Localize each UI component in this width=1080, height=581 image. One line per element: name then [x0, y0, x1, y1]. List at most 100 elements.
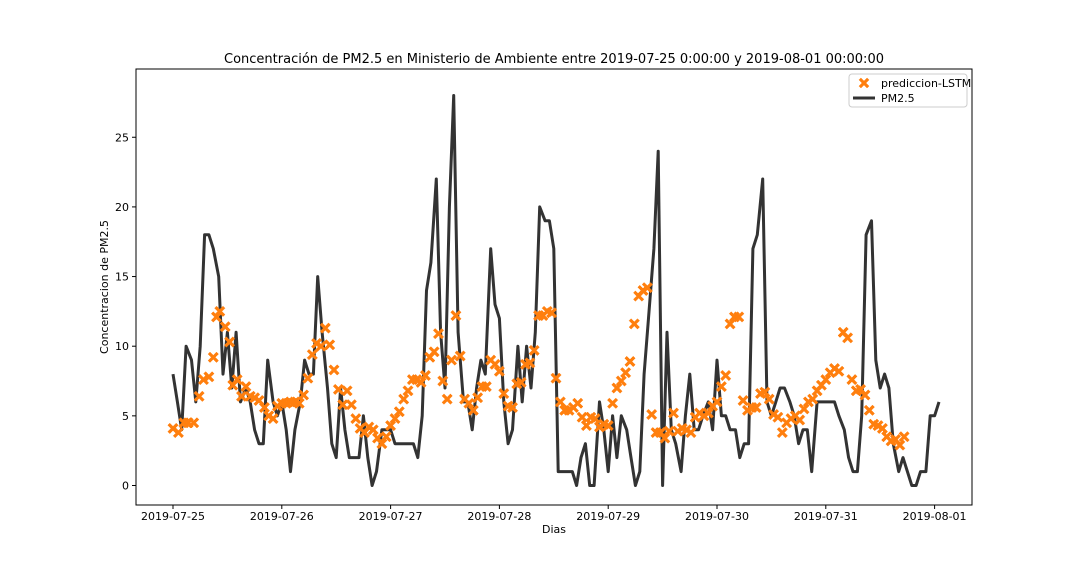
data-point-prediccion: [319, 322, 331, 334]
data-point-prediccion: [402, 385, 414, 397]
data-point-prediccion: [615, 375, 627, 387]
y-tick-label: 5: [122, 410, 129, 423]
data-point-prediccion: [876, 422, 888, 434]
data-point-prediccion: [498, 388, 510, 400]
data-point-prediccion: [302, 372, 314, 384]
data-point-prediccion: [240, 381, 252, 393]
data-point-prediccion: [702, 407, 714, 419]
data-point-prediccion: [580, 420, 592, 432]
data-point-prediccion: [572, 397, 584, 409]
data-point-prediccion: [863, 404, 875, 416]
y-tick-label: 0: [122, 479, 129, 492]
data-point-prediccion: [306, 349, 318, 361]
data-point-prediccion: [620, 367, 632, 379]
data-point-prediccion: [367, 424, 379, 436]
data-point-prediccion: [197, 374, 210, 386]
x-tick-label: 2019-07-28: [467, 510, 531, 523]
data-point-prediccion: [214, 305, 226, 317]
data-point-prediccion: [842, 332, 854, 344]
data-point-prediccion: [794, 414, 806, 426]
data-point-prediccion: [776, 427, 788, 439]
axes-frame: [135, 68, 973, 506]
data-point-prediccion: [528, 344, 540, 356]
data-point-prediccion: [685, 427, 697, 439]
data-point-prediccion: [203, 371, 215, 383]
data-point-prediccion: [798, 403, 810, 415]
x-tick-label: 2019-07-27: [359, 510, 423, 523]
x-axis-label: Dias: [542, 523, 566, 536]
data-point-prediccion: [393, 406, 405, 418]
data-point-prediccion: [611, 382, 623, 394]
legend-label: PM2.5: [881, 92, 915, 105]
data-point-prediccion: [898, 431, 910, 443]
data-point-prediccion: [472, 392, 484, 404]
data-point-prediccion: [441, 393, 453, 405]
data-point-prediccion: [602, 420, 614, 432]
data-point-prediccion: [350, 413, 362, 425]
y-tick-label: 15: [115, 271, 129, 284]
data-point-prediccion: [224, 336, 236, 348]
data-point-prediccion: [733, 311, 745, 323]
data-point-prediccion: [467, 404, 479, 416]
data-point-prediccion: [711, 396, 723, 408]
data-point-prediccion: [463, 397, 475, 409]
data-point-prediccion: [380, 431, 392, 443]
data-point-prediccion: [846, 374, 858, 386]
data-point-prediccion: [524, 357, 536, 369]
data-point-prediccion: [267, 413, 279, 425]
data-point-prediccion: [624, 355, 636, 368]
data-point-prediccion: [859, 389, 871, 401]
data-point-prediccion: [341, 385, 353, 397]
legend-box: [848, 73, 968, 108]
data-point-prediccion: [550, 372, 562, 384]
data-point-prediccion: [659, 432, 671, 444]
plot-area: 2019-07-25 2019-07-26 2019-07-27 2019-07-28…: [115, 68, 973, 523]
x-tick-label: 2019-08-01: [903, 510, 967, 523]
data-point-prediccion: [398, 393, 410, 405]
data-point-prediccion: [172, 427, 184, 439]
data-point-prediccion: [345, 399, 357, 411]
data-point-prediccion: [506, 401, 519, 414]
data-point-prediccion: [415, 376, 427, 388]
data-point-prediccion: [293, 397, 305, 409]
data-point-prediccion: [450, 310, 462, 322]
data-point-prediccion: [376, 438, 388, 450]
data-point-prediccion: [298, 389, 310, 401]
data-point-prediccion: [328, 364, 340, 376]
data-point-prediccion: [258, 401, 270, 414]
data-point-prediccion: [445, 354, 458, 366]
data-point-prediccion: [219, 321, 231, 333]
data-point-prediccion: [715, 381, 727, 393]
y-axis-label: Concentracion de PM2.5: [98, 220, 111, 354]
data-point-prediccion: [763, 393, 775, 405]
x-tick-label: 2019-07-26: [250, 510, 314, 523]
data-point-prediccion: [188, 417, 200, 429]
x-tick-label: 2019-07-30: [685, 510, 749, 523]
series-line-pm25: [171, 94, 941, 487]
data-point-prediccion: [641, 282, 653, 294]
data-point-prediccion: [389, 413, 401, 425]
x-tick-label: 2019-07-29: [576, 510, 640, 523]
y-tick-label: 20: [115, 201, 129, 214]
legend: prediccion-LSTM PM2.5: [848, 73, 971, 108]
data-point-prediccion: [546, 307, 558, 319]
data-point-prediccion: [759, 386, 771, 398]
y-tick-label: 25: [115, 131, 129, 144]
data-point-prediccion: [607, 397, 619, 409]
data-point-prediccion: [667, 407, 680, 419]
legend-marker-prediccion: [858, 77, 870, 89]
data-point-prediccion: [489, 358, 501, 370]
data-point-prediccion: [515, 376, 527, 388]
data-point-prediccion: [432, 328, 445, 340]
data-point-prediccion: [480, 381, 492, 393]
data-point-prediccion: [720, 369, 732, 382]
data-point-prediccion: [833, 365, 845, 377]
data-point-prediccion: [419, 369, 431, 382]
data-point-prediccion: [454, 350, 466, 362]
data-point-prediccion: [646, 408, 658, 421]
x-tick-label: 2019-07-31: [794, 510, 858, 523]
y-tick-label: 10: [115, 340, 129, 353]
legend-label: prediccion-LSTM: [881, 77, 971, 90]
